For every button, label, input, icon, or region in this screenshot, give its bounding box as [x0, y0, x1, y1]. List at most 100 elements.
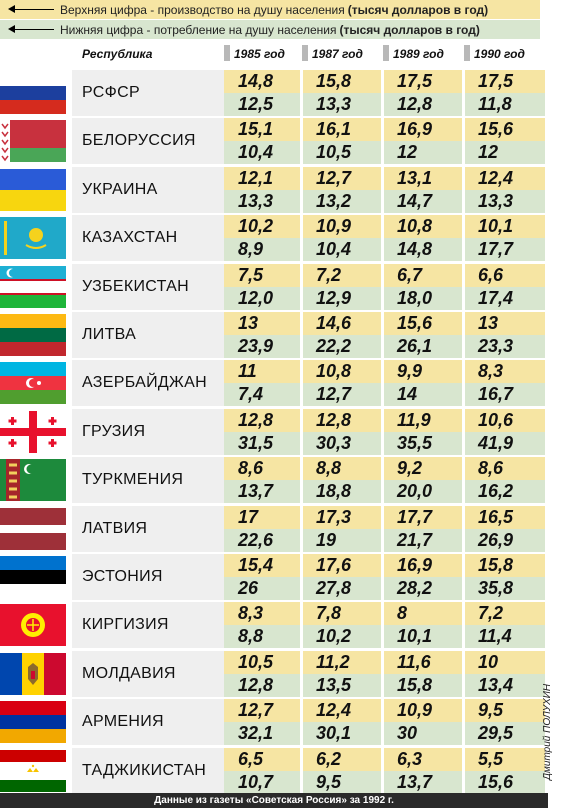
production-value: 13	[478, 313, 499, 333]
production-value: 14,6	[316, 313, 352, 333]
production-value: 17,7	[397, 506, 433, 527]
header-separator	[383, 45, 389, 61]
table-row: УЗБЕКИСТАН 7,5 7,2 6,7 6,6 12,0 12,9 18,0 17,4	[0, 263, 545, 310]
kyrgyzstan-flag	[0, 604, 66, 647]
production-band: 12,7 12,4 10,9 9,5	[224, 699, 545, 723]
column-separator	[381, 215, 384, 262]
column-separator	[462, 602, 465, 649]
estonia-flag	[0, 556, 66, 598]
legend-production-unit: (тысяч долларов в год)	[347, 2, 489, 17]
republic-name: АЗЕРБАЙДЖАН	[72, 360, 224, 407]
production-value: 15,4	[238, 555, 274, 575]
consumption-band: 10,4 10,5 12 12	[224, 141, 545, 165]
consumption-value: 18,8	[316, 481, 352, 502]
consumption-value: 13,3	[478, 190, 514, 211]
production-value: 12,4	[478, 167, 514, 188]
column-separator	[300, 505, 303, 552]
consumption-value: 10,7	[238, 771, 274, 792]
consumption-value: 12,0	[238, 287, 274, 308]
production-band: 15,1 16,1 16,9 15,6	[224, 118, 545, 142]
consumption-value: 14,7	[397, 190, 433, 211]
republic-name: ЭСТОНИЯ	[72, 554, 224, 600]
production-value: 16,9	[397, 555, 433, 575]
production-value: 7,5	[238, 264, 264, 285]
consumption-value: 32,1	[238, 723, 274, 744]
value-cells: 15,1 16,1 16,9 15,6 10,4 10,5 12 12	[224, 118, 545, 165]
republic-name: УЗБЕКИСТАН	[72, 263, 224, 310]
table-row: ГРУЗИЯ 12,8 12,8 11,9 10,6 31,5 30,3 35,5 41,9	[0, 408, 545, 455]
consumption-value: 17,7	[478, 239, 514, 260]
table-row: МОЛДАВИЯ 10,5 11,2 11,6 10 12,8 13,5 15,8 13,4	[0, 650, 545, 697]
republic-name: РСФСР	[72, 70, 224, 116]
production-value: 9,2	[397, 458, 423, 479]
column-separator	[300, 312, 303, 358]
column-separator	[300, 554, 303, 600]
consumption-value: 17,4	[478, 287, 514, 308]
header-separator	[464, 45, 470, 61]
republic-name: КИРГИЗИЯ	[72, 602, 224, 649]
column-separator	[381, 650, 384, 697]
consumption-value: 26,9	[478, 529, 514, 550]
column-separator	[381, 699, 384, 746]
column-separator	[300, 118, 303, 165]
production-value: 10	[478, 651, 499, 672]
consumption-value: 18,0	[397, 287, 433, 308]
production-value: 6,6	[478, 264, 504, 285]
production-value: 12,7	[316, 167, 352, 188]
azerbaijan-flag	[0, 362, 66, 405]
production-value: 8,6	[478, 458, 504, 479]
consumption-band: 7,4 12,7 14 16,7	[224, 383, 545, 407]
value-cells: 12,1 12,7 13,1 12,4 13,3 13,2 14,7 13,3	[224, 166, 545, 213]
consumption-value: 10,2	[316, 626, 352, 647]
legend-production: Верхняя цифра - производство на душу нас…	[0, 0, 540, 19]
consumption-value: 16,7	[478, 384, 514, 405]
republic-name: ГРУЗИЯ	[72, 408, 224, 455]
consumption-value: 16,2	[478, 481, 514, 502]
republic-name: ТАДЖИКИСТАН	[72, 747, 224, 794]
consumption-band: 23,9 22,2 26,1 23,3	[224, 335, 545, 358]
value-cells: 12,8 12,8 11,9 10,6 31,5 30,3 35,5 41,9	[224, 408, 545, 455]
ukraine-flag	[0, 168, 66, 211]
consumption-value: 30,3	[316, 432, 352, 453]
production-value: 12,8	[238, 409, 274, 430]
republic-name: МОЛДАВИЯ	[72, 650, 224, 697]
production-value: 17,5	[397, 71, 433, 91]
header-year-1985: 1985 год	[234, 47, 285, 61]
column-separator	[462, 457, 465, 504]
value-cells: 11 10,8 9,9 8,3 7,4 12,7 14 16,7	[224, 360, 545, 407]
consumption-value: 14,8	[397, 239, 433, 260]
consumption-value: 10,5	[316, 142, 352, 163]
consumption-value: 19	[316, 529, 337, 550]
turkmenistan-flag	[0, 459, 66, 502]
consumption-value: 13,5	[316, 674, 352, 695]
consumption-value: 12,9	[316, 287, 352, 308]
column-separator	[381, 312, 384, 358]
column-separator	[381, 70, 384, 116]
column-separator	[300, 699, 303, 746]
column-separator	[462, 699, 465, 746]
consumption-band: 8,8 10,2 10,1 11,4	[224, 625, 545, 649]
column-separator	[300, 457, 303, 504]
production-value: 11,6	[397, 651, 431, 672]
consumption-band: 22,6 19 21,7 26,9	[224, 528, 545, 552]
production-value: 9,9	[397, 361, 423, 382]
consumption-value: 13,4	[478, 674, 514, 695]
consumption-value: 15,6	[478, 771, 514, 792]
consumption-value: 13,2	[316, 190, 352, 211]
value-cells: 13 14,6 15,6 13 23,9 22,2 26,1 23,3	[224, 312, 545, 358]
production-value: 8,3	[238, 603, 264, 624]
production-value: 11,9	[397, 409, 431, 430]
production-value: 10,9	[397, 700, 433, 721]
table-row: УКРАИНА 12,1 12,7 13,1 12,4 13,3 13,2 14,7 13,3	[0, 166, 545, 213]
production-value: 17,5	[478, 71, 514, 91]
value-cells: 8,3 7,8 8 7,2 8,8 10,2 10,1 11,4	[224, 602, 545, 649]
production-value: 9,5	[478, 700, 504, 721]
column-separator	[462, 118, 465, 165]
republic-name: АРМЕНИЯ	[72, 699, 224, 746]
consumption-value: 12,8	[397, 94, 433, 114]
arrow-left-icon	[0, 0, 60, 19]
production-value: 6,7	[397, 264, 423, 285]
table-row: БЕЛОРУССИЯ 15,1 16,1 16,9 15,6 10,4 10,5 12 12	[0, 118, 545, 165]
legend-consumption-text: Нижняя цифра - потребление на душу насел…	[60, 22, 337, 37]
production-value: 12,7	[238, 700, 274, 721]
